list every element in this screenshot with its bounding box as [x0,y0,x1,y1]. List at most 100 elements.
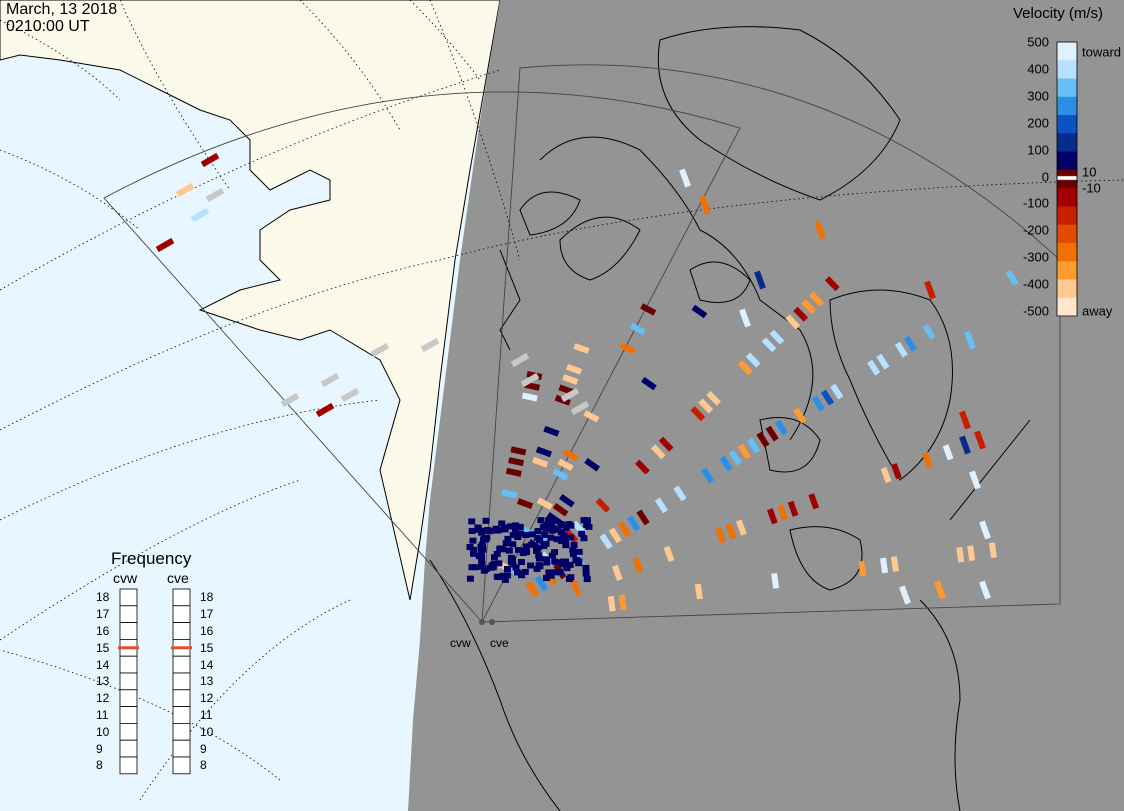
range-cell [673,485,687,502]
range-cell [556,569,564,576]
colorbar-segment [1057,151,1077,171]
freq-scale-label: 10 [96,724,110,739]
range-cell [557,458,574,472]
range-cell [514,569,522,576]
range-cell [516,523,524,530]
velocity-tick-label: -300 [1022,249,1049,265]
range-cell [575,560,583,567]
range-cell [532,456,549,468]
range-cell [814,220,826,240]
velocity-tick-label: -500 [1022,303,1049,319]
freq-scale-label: 10 [200,724,214,739]
range-cell [611,564,623,581]
range-cell [469,546,477,553]
range-cell [562,542,570,549]
range-cell [553,536,561,543]
range-cell [699,195,711,215]
colorbar-segment [1057,206,1077,226]
radar-data-cells [155,152,1019,612]
colorbar-segment [1057,96,1077,116]
range-cell [468,518,476,525]
colorbar-segment [1057,42,1077,61]
range-cell [974,430,986,450]
range-cell [728,449,742,466]
range-cell [542,540,550,547]
freq-scale-label: 16 [96,624,110,638]
range-cell [737,443,752,460]
away-label: away [1082,303,1113,319]
range-cell [280,392,300,408]
freq-gauge-cell [172,605,191,623]
colorbar-segment [1057,242,1077,262]
range-cell [663,545,675,563]
freq-gauge-cell [119,723,138,741]
range-cell [511,525,519,532]
freq-gauge-cell [172,622,191,640]
range-cell [522,532,530,539]
range-cell [503,572,511,579]
range-cell [560,533,568,540]
range-cell [756,431,770,448]
range-cell [482,565,490,572]
range-cell [533,547,540,554]
range-cell [520,372,540,388]
site-cve-marker[interactable] [489,619,495,625]
range-cell [527,541,535,548]
range-cell [474,524,482,531]
range-cell [548,552,556,559]
range-cell [771,572,780,589]
range-cell [200,152,220,168]
range-cell [641,376,657,391]
range-cell [482,517,490,524]
freq-scale-label: 12 [200,691,214,706]
range-cell [514,547,522,554]
colorbar-segment [1057,224,1077,244]
range-cell [808,493,820,510]
velocity-tick-label: 100 [1027,142,1049,158]
range-cell [632,557,644,574]
range-cell [969,470,981,490]
range-cell [737,360,753,376]
range-cell [706,390,721,406]
range-cell [735,519,747,536]
freq-scale-label: 18 [96,590,110,605]
range-cell [774,419,789,436]
range-cell [488,562,496,569]
velocity-tick-label: -200 [1022,222,1049,238]
range-cell [967,545,976,562]
freq-gauge-cell [119,706,138,724]
range-cell [559,494,575,508]
site-cvw-marker[interactable] [479,619,485,625]
freq-marker-cvw [118,646,139,650]
range-cell [501,489,518,499]
range-cell [483,534,491,541]
freq-scale-label: 11 [96,708,109,722]
range-cell [690,406,706,422]
range-cell [830,383,844,400]
range-cell [765,425,779,442]
range-cell [543,425,560,437]
toward-label: toward [1082,44,1122,60]
range-cell [617,521,632,538]
range-cell [583,517,591,524]
freq-scale-label: 15 [96,640,110,655]
range-cell [560,387,580,403]
range-cell [509,532,517,539]
range-cell [636,509,650,526]
range-cell [820,389,835,406]
range-cell [694,583,703,600]
range-cell [650,444,666,460]
range-cell [521,392,538,402]
range-cell [811,395,825,412]
range-cell [979,580,991,600]
colorbar-segment [1057,115,1077,134]
freq-gauge-cell [119,605,138,623]
range-cell [340,387,360,403]
colorbar-segment [1057,133,1077,153]
range-cell [562,525,570,532]
range-cell [466,575,474,582]
freq-gauge-cell [172,706,191,724]
range-cell [496,545,504,552]
velocity-tick-label: -400 [1022,276,1049,292]
